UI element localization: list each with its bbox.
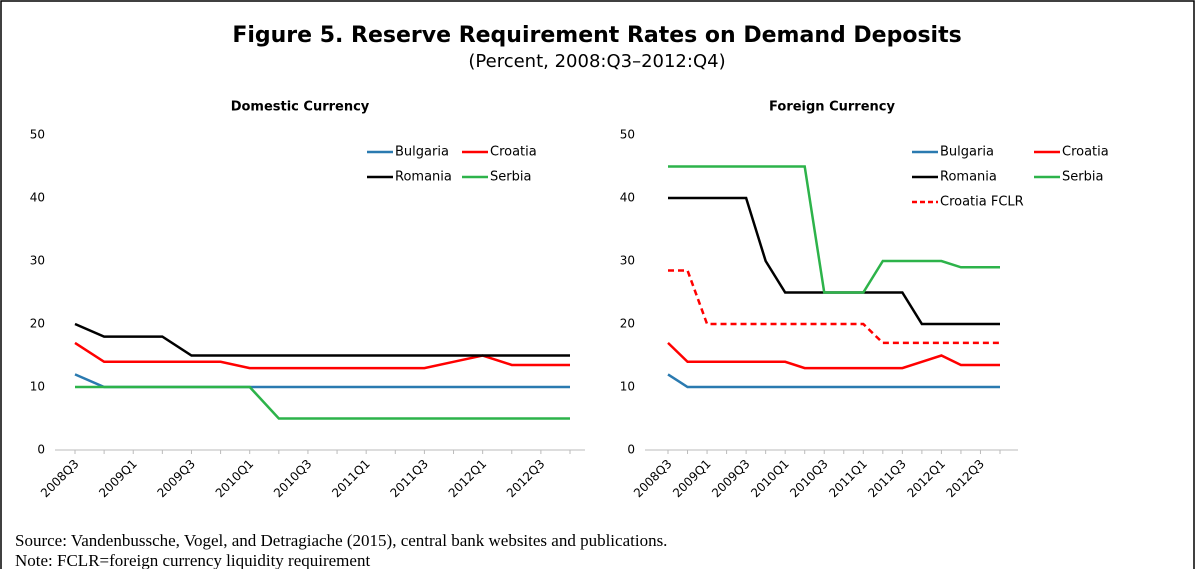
series-line [668, 269, 1000, 345]
legend-label: Romania [395, 170, 452, 185]
x-tick-label: 2011Q3 [387, 457, 431, 501]
source-note: Source: Vandenbussche, Vogel, and Detrag… [15, 531, 667, 550]
x-tick-label: 2009Q3 [709, 457, 753, 501]
subplot-title: Domestic Currency [231, 100, 370, 115]
series-line [668, 196, 1000, 326]
x-tick-label: 2012Q1 [446, 457, 490, 501]
series-line [75, 385, 570, 420]
legend-label: Serbia [490, 170, 531, 185]
y-tick-label: 50 [620, 128, 635, 142]
series-line [74, 341, 570, 370]
x-tick-label: 2010Q1 [213, 457, 257, 501]
figure-subtitle: (Percent, 2008:Q3–2012:Q4) [468, 51, 725, 72]
legend-label: Croatia [490, 145, 537, 160]
y-tick-label: 50 [30, 128, 45, 142]
x-tick-label: 2009Q1 [670, 457, 714, 501]
y-tick-label: 0 [627, 443, 635, 457]
x-tick-label: 2011Q3 [865, 457, 909, 501]
x-tick-label: 2009Q1 [96, 457, 140, 501]
x-tick-label: 2010Q3 [787, 457, 831, 501]
x-tick-label: 2011Q1 [826, 457, 870, 501]
y-tick-label: 10 [620, 380, 635, 394]
legend-label: Croatia [1062, 145, 1109, 160]
subplot-title: Foreign Currency [769, 100, 895, 115]
y-tick-label: 30 [620, 254, 635, 268]
x-tick-label: 2012Q3 [504, 457, 548, 501]
series-line [667, 342, 1000, 370]
series-line [667, 373, 1000, 389]
series-line [74, 373, 570, 389]
legend-label: Bulgaria [940, 145, 994, 160]
x-tick-label: 2010Q1 [748, 457, 792, 501]
series-line [74, 322, 570, 357]
legend-label: Bulgaria [395, 145, 449, 160]
y-tick-label: 10 [30, 380, 45, 394]
x-tick-label: 2012Q1 [904, 457, 948, 501]
y-tick-label: 0 [37, 443, 45, 457]
x-tick-label: 2011Q1 [329, 457, 373, 501]
y-tick-label: 40 [30, 191, 45, 205]
series-line [668, 165, 1000, 294]
legend-label: Croatia FCLR [940, 195, 1024, 210]
figure-title: Figure 5. Reserve Requirement Rates on D… [232, 23, 961, 48]
x-tick-label: 2010Q3 [271, 457, 315, 501]
y-tick-label: 30 [30, 254, 45, 268]
y-tick-label: 20 [620, 317, 635, 331]
x-tick-label: 2008Q3 [38, 457, 82, 501]
x-tick-label: 2012Q3 [943, 457, 987, 501]
y-tick-label: 20 [30, 317, 45, 331]
legend-label: Romania [940, 170, 997, 185]
legend-label: Serbia [1062, 170, 1103, 185]
x-tick-label: 2009Q3 [154, 457, 198, 501]
note: Note: FCLR=foreign currency liquidity re… [15, 551, 370, 569]
x-tick-label: 2008Q3 [631, 457, 675, 501]
y-tick-label: 40 [620, 191, 635, 205]
